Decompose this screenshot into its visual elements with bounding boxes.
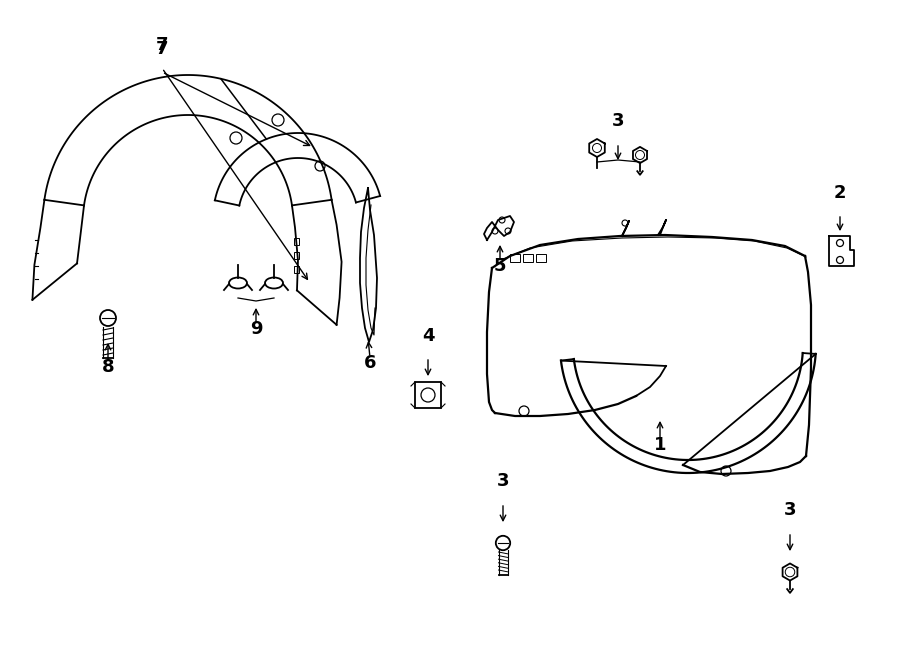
Bar (294, 266, 299, 274)
Text: 6: 6 (364, 354, 376, 372)
Text: 7: 7 (156, 40, 168, 58)
Text: 2: 2 (833, 184, 846, 202)
Text: 4: 4 (422, 327, 434, 345)
Bar (294, 253, 299, 259)
Text: 9: 9 (250, 320, 262, 338)
Bar (294, 239, 299, 245)
Text: 7: 7 (156, 36, 168, 54)
Bar (523, 254, 533, 262)
Bar (536, 254, 546, 262)
Text: 3: 3 (784, 501, 796, 519)
Bar (415, 382, 441, 408)
Text: 3: 3 (612, 112, 625, 130)
Text: 3: 3 (497, 472, 509, 490)
Bar (510, 254, 520, 262)
Text: 1: 1 (653, 436, 666, 454)
Text: 8: 8 (102, 358, 114, 376)
Text: 5: 5 (494, 257, 506, 275)
